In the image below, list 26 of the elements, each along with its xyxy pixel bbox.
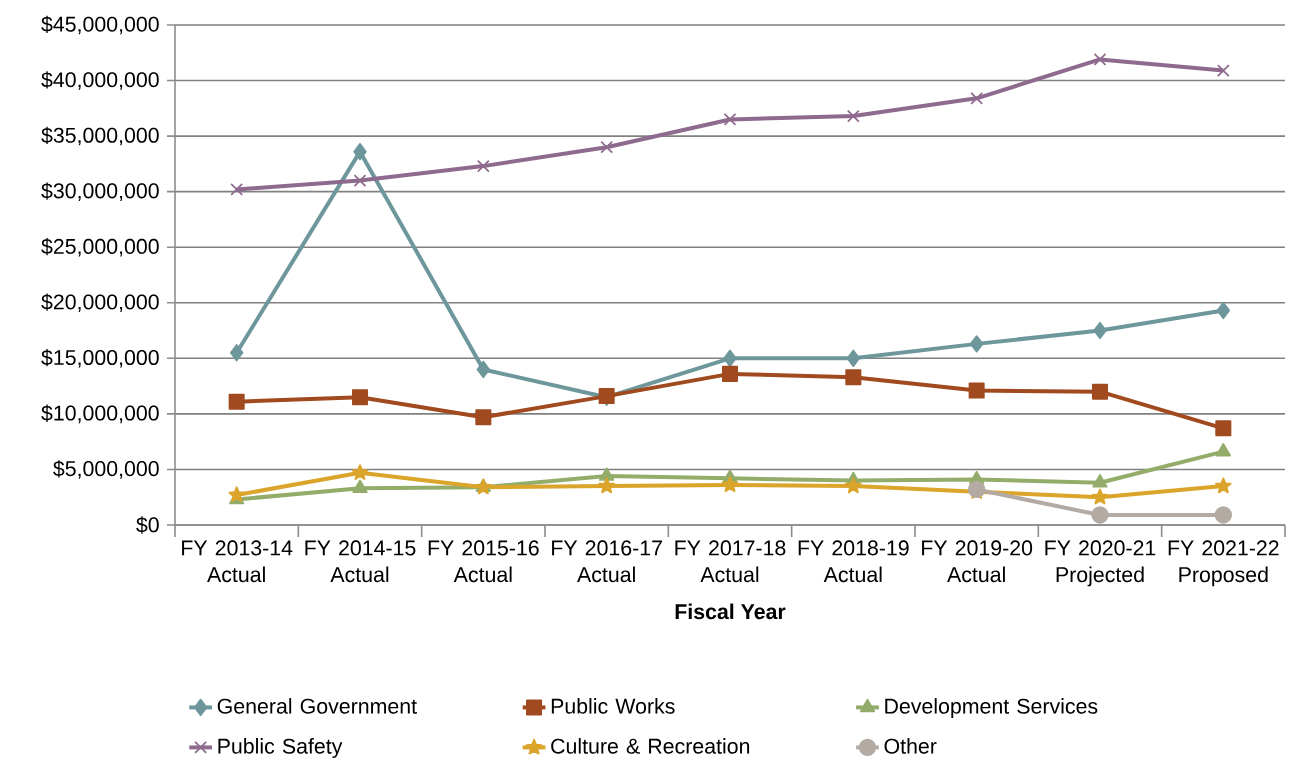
legend-label: Culture & Recreation [551,738,750,754]
x-tick-label: FY 2021-22 Proposed [1168,540,1279,587]
y-tick-label: $10,000,000 [41,404,159,424]
y-tick-label: $0 [136,516,159,534]
x-tick-label: FY 2015-16 Actual [428,540,539,583]
y-tick-label: $5,000,000 [53,460,159,479]
legend-label: Other [884,738,937,754]
x-tick-label: FY 2017-18 Actual [675,540,786,583]
x-tick-label: FY 2018-19 Actual [798,540,909,583]
y-tick-label: $35,000,000 [41,126,159,146]
x-tick-label: FY 2013-14 Actual [182,540,293,583]
x-tick-label: FY 2016-17 Actual [552,540,662,583]
x-tick-label: FY 2019-20 Actual [922,540,1033,583]
y-tick-label: $25,000,000 [41,237,159,257]
y-tick-label: $20,000,000 [41,293,159,313]
y-tick-label: $15,000,000 [41,349,159,368]
legend-label: Development Services [885,698,1098,718]
x-tick-label: FY 2020-21 Projected [1045,540,1156,587]
y-tick-label: $45,000,000 [41,15,159,35]
y-tick-label: $40,000,000 [41,71,159,90]
legend-label: Public Works [551,698,675,714]
x-tick-label: FY 2014-15 Actual [305,540,416,583]
y-tick-label: $30,000,000 [41,182,159,201]
legend-label: Public Safety [218,738,343,758]
legend-label: General Government [217,698,417,714]
x-axis-title: Fiscal Year [675,603,786,620]
